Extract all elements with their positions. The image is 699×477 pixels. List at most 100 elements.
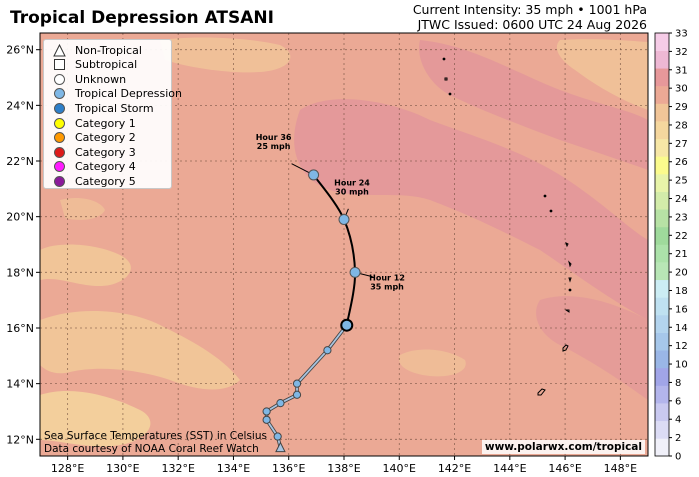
colorbar-segment <box>655 209 669 228</box>
lon-tick-label: 128°E <box>51 462 84 475</box>
website-credit: www.polarwx.com/tropical <box>481 440 645 454</box>
colorbar-tick-label: 4 <box>675 415 681 426</box>
lat-tick-label: 26°N <box>6 44 34 57</box>
colorbar-segment <box>655 279 669 298</box>
colorbar-segment <box>655 385 669 404</box>
colorbar-tick-label: 31 <box>675 65 688 76</box>
axis-ticks: 128°E 130°E 132°E 134°E 136°E 138°E 140°E 142°E… <box>6 44 637 475</box>
lat-lon-grid <box>40 33 648 456</box>
legend-label: Subtropical <box>75 58 138 72</box>
past-position-marker <box>292 390 302 399</box>
legend-label: Category 1 <box>75 116 136 130</box>
lat-tick-label: 24°N <box>6 99 34 112</box>
colorbar-tick-label: 2 <box>675 433 681 444</box>
colorbar-tick-label: 21 <box>675 249 688 260</box>
lon-tick-label: 148°E <box>604 462 637 475</box>
colorbar-segment <box>655 367 669 386</box>
colorbar-tick-label: 22 <box>675 231 688 242</box>
lon-tick-label: 142°E <box>438 462 471 475</box>
legend-label: Tropical Storm <box>75 101 154 115</box>
colorbar-segment <box>655 262 669 281</box>
past-position-marker <box>292 379 302 388</box>
lat-tick-label: 16°N <box>6 322 34 335</box>
legend-label: Non-Tropical <box>75 43 142 57</box>
lon-tick-label: 140°E <box>383 462 416 475</box>
colorbar-segment <box>655 138 669 157</box>
lon-tick-label: 144°E <box>493 462 526 475</box>
circle-marker-icon <box>53 175 66 188</box>
island <box>448 92 452 96</box>
current-intensity: Current Intensity: 35 mph • 1001 hPa <box>412 2 647 17</box>
past-position-marker <box>323 346 332 355</box>
legend-item: Category 3 <box>53 145 136 159</box>
colorbar-tick-label: 6 <box>675 396 681 407</box>
colorbar-tick-label: 33 <box>675 29 688 40</box>
colorbar-tick-label: 0 <box>675 452 681 463</box>
island <box>543 194 547 198</box>
forecast-hour-label: Hour 24 <box>334 178 370 187</box>
circle-marker-icon <box>53 160 66 173</box>
lat-tick-label: 18°N <box>6 266 34 279</box>
past-position-marker <box>273 432 282 441</box>
past-position-marker <box>275 441 286 453</box>
storm-title: Tropical Depression ATSANI <box>10 8 274 28</box>
forecast-hour-label: Hour 36 <box>256 133 292 142</box>
colorbar-segment <box>655 226 669 245</box>
forecast-track-line <box>312 174 357 326</box>
legend-item: Category 5 <box>53 174 136 188</box>
forecast-wind-label: 25 mph <box>257 142 291 151</box>
legend-label: Category 4 <box>75 160 136 174</box>
colorbar-segment <box>655 191 669 210</box>
colorbar-tick-label: 30 <box>675 84 688 95</box>
island <box>568 288 572 292</box>
sst-cool-patch <box>160 37 291 73</box>
colorbar-tick-label: 10 <box>675 360 688 371</box>
sst-cool-patch <box>60 198 105 220</box>
square-marker-icon <box>53 58 66 71</box>
colorbar-tick-label: 23 <box>675 212 688 223</box>
circle-marker-icon <box>53 73 66 86</box>
legend-item: Tropical Depression <box>53 87 182 101</box>
colorbar-tick-label: 27 <box>675 139 688 150</box>
legend-item: Subtropical <box>53 58 137 72</box>
lon-tick-label: 146°E <box>548 462 581 475</box>
colorbar-segment <box>655 438 669 457</box>
legend-item: Tropical Storm <box>53 101 154 115</box>
forecast-position-marker <box>349 266 361 278</box>
colorbar-tick-label: 29 <box>675 102 688 113</box>
colorbar-tick-label: 8 <box>675 378 681 389</box>
colorbar-tick-label: 24 <box>675 194 688 205</box>
island <box>568 260 572 268</box>
circle-marker-icon <box>53 117 66 130</box>
past-position-marker <box>262 415 271 424</box>
colorbar-tick-label: 32 <box>675 47 688 58</box>
colorbar-frame <box>654 32 670 457</box>
legend-item: Category 4 <box>53 160 136 174</box>
data-source-note: Data courtesy of NOAA Coral Reef Watch <box>44 443 259 455</box>
island <box>442 57 446 61</box>
colorbar-tick-label: 26 <box>675 157 688 168</box>
forecast-position-marker <box>308 169 320 181</box>
lon-tick-label: 130°E <box>106 462 139 475</box>
forecast-wind-label: 35 mph <box>370 282 404 291</box>
storm-type-legend: Non-Tropical Subtropical Unknown Tropical D… <box>43 39 182 189</box>
sst-warm-patch <box>419 40 648 170</box>
colorbar-tick-label: 25 <box>675 176 688 187</box>
island <box>549 209 553 213</box>
forecast-hour-label: Hour 12 <box>369 273 405 282</box>
colorbar-segment <box>655 315 669 333</box>
current-position-marker <box>340 318 354 332</box>
colorbar-segment <box>655 103 669 122</box>
island <box>444 77 448 81</box>
circle-marker-icon <box>53 87 66 100</box>
past-position-marker <box>276 399 285 408</box>
colorbar-segment <box>655 50 669 69</box>
island <box>537 388 546 396</box>
lon-tick-label: 134°E <box>217 462 250 475</box>
sst-warm-patch <box>294 99 648 320</box>
sst-cool-patch <box>40 244 131 287</box>
lon-tick-label: 138°E <box>327 462 360 475</box>
colorbar-segment <box>655 297 669 316</box>
colorbar-segment <box>655 350 669 369</box>
